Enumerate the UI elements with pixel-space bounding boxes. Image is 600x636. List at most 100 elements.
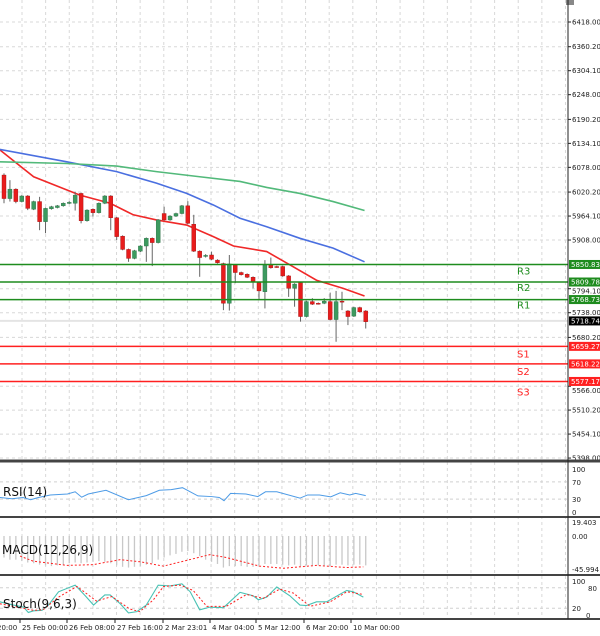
price-tick-label: 5738.00 [572, 309, 600, 317]
candle-body [132, 250, 137, 259]
candle [173, 212, 179, 217]
candle-body [197, 250, 202, 258]
candle-body [345, 310, 351, 317]
candle-body [191, 224, 196, 252]
level-price-tag-s3 [569, 376, 600, 386]
last-price-tag [569, 316, 600, 326]
stoch-tick-label: 0 [586, 612, 590, 620]
candle-body [1, 174, 7, 199]
candle [25, 195, 30, 211]
candle [72, 191, 78, 211]
candle [31, 200, 36, 211]
candle-body [250, 277, 256, 282]
candle-body [310, 301, 315, 305]
candle-body [221, 263, 226, 304]
level-label-s1: S1 [517, 349, 530, 360]
candle-body [67, 202, 72, 204]
price-tick-label: 6418.00 [572, 19, 600, 27]
candle [339, 291, 345, 311]
candle [185, 201, 191, 225]
candle-body [173, 213, 179, 217]
candle [49, 205, 54, 210]
macd-signal-line [19, 554, 364, 569]
candle [233, 263, 238, 284]
level-price-tag-text: 5577.17 [571, 378, 600, 386]
candle-body [61, 203, 66, 207]
chart-shift-marker [566, 0, 574, 5]
candle-body [49, 206, 54, 210]
candle-body [161, 213, 167, 221]
candle [274, 265, 279, 268]
time-axis-label: 10 Mar 00:00 [353, 624, 400, 632]
candle [43, 207, 48, 234]
candle-body [351, 307, 357, 317]
candle [90, 208, 96, 217]
candle [179, 204, 185, 215]
stoch-tick-label: 100 [572, 578, 585, 586]
candle-body [322, 300, 327, 304]
candle [304, 300, 309, 318]
level-price-tag-text: 5618.22 [571, 360, 600, 368]
time-axis-label: 2 Mar 23:01 [165, 624, 207, 632]
candle [209, 251, 214, 261]
candle [316, 302, 321, 305]
level-label-s2: S2 [517, 367, 530, 378]
stoch-signal-line [0, 584, 364, 613]
candle [67, 201, 72, 205]
price-tick-label: 6020.20 [572, 189, 600, 197]
price-tick-label: 5398.00 [572, 455, 600, 463]
candle [244, 273, 250, 279]
candle [286, 275, 291, 297]
candle [114, 216, 119, 241]
candle [120, 235, 125, 251]
candle-body [179, 205, 185, 214]
price-tick-label: 5510.20 [572, 407, 600, 415]
candle [37, 196, 42, 231]
candle-body [363, 310, 368, 322]
candle-body [102, 195, 108, 204]
price-tick-label: 5566.00 [572, 387, 600, 395]
time-axis-label: 27 Feb 16:00 [117, 624, 163, 632]
candle-body [215, 259, 220, 263]
time-axis-label: 25 Feb 00:00 [22, 624, 68, 632]
price-tick-label: 5964.10 [572, 213, 600, 221]
candle-body [37, 201, 42, 222]
candle [262, 260, 268, 309]
candle [167, 215, 173, 221]
candle-body [114, 217, 119, 237]
candle-body [357, 307, 362, 313]
candle [268, 257, 274, 269]
candle [61, 202, 66, 207]
rsi-tick-label: 30 [572, 496, 581, 504]
candle [108, 195, 113, 231]
candle [191, 214, 196, 252]
candle [280, 265, 285, 277]
price-tick-label: 5454.10 [572, 431, 600, 439]
candle-body [43, 208, 48, 222]
candle [256, 281, 262, 300]
candle-body [84, 209, 90, 221]
candle-body [185, 205, 191, 224]
macd-tick-label: 0.00 [572, 533, 588, 541]
candle [55, 204, 60, 209]
candle-body [108, 195, 113, 218]
candle-body [126, 249, 131, 259]
candle [155, 219, 161, 244]
candle-body [244, 274, 250, 278]
level-price-tag-text: 5850.83 [571, 261, 600, 269]
candle [197, 250, 202, 277]
candle [150, 237, 155, 267]
time-axis-label: 6 Mar 20:00 [306, 624, 348, 632]
candle-body [96, 203, 102, 213]
candle [351, 306, 357, 317]
moving-average-line-2 [0, 148, 365, 263]
stoch-tick-label: 80 [588, 585, 597, 593]
candle [1, 173, 7, 204]
candle [221, 262, 226, 311]
candle-body [233, 264, 238, 273]
time-axis-label: 4 Mar 04:00 [212, 624, 254, 632]
rsi-tick-label: 0 [572, 509, 576, 517]
candle-body [339, 300, 345, 303]
price-tick-label: 6360.20 [572, 43, 600, 51]
